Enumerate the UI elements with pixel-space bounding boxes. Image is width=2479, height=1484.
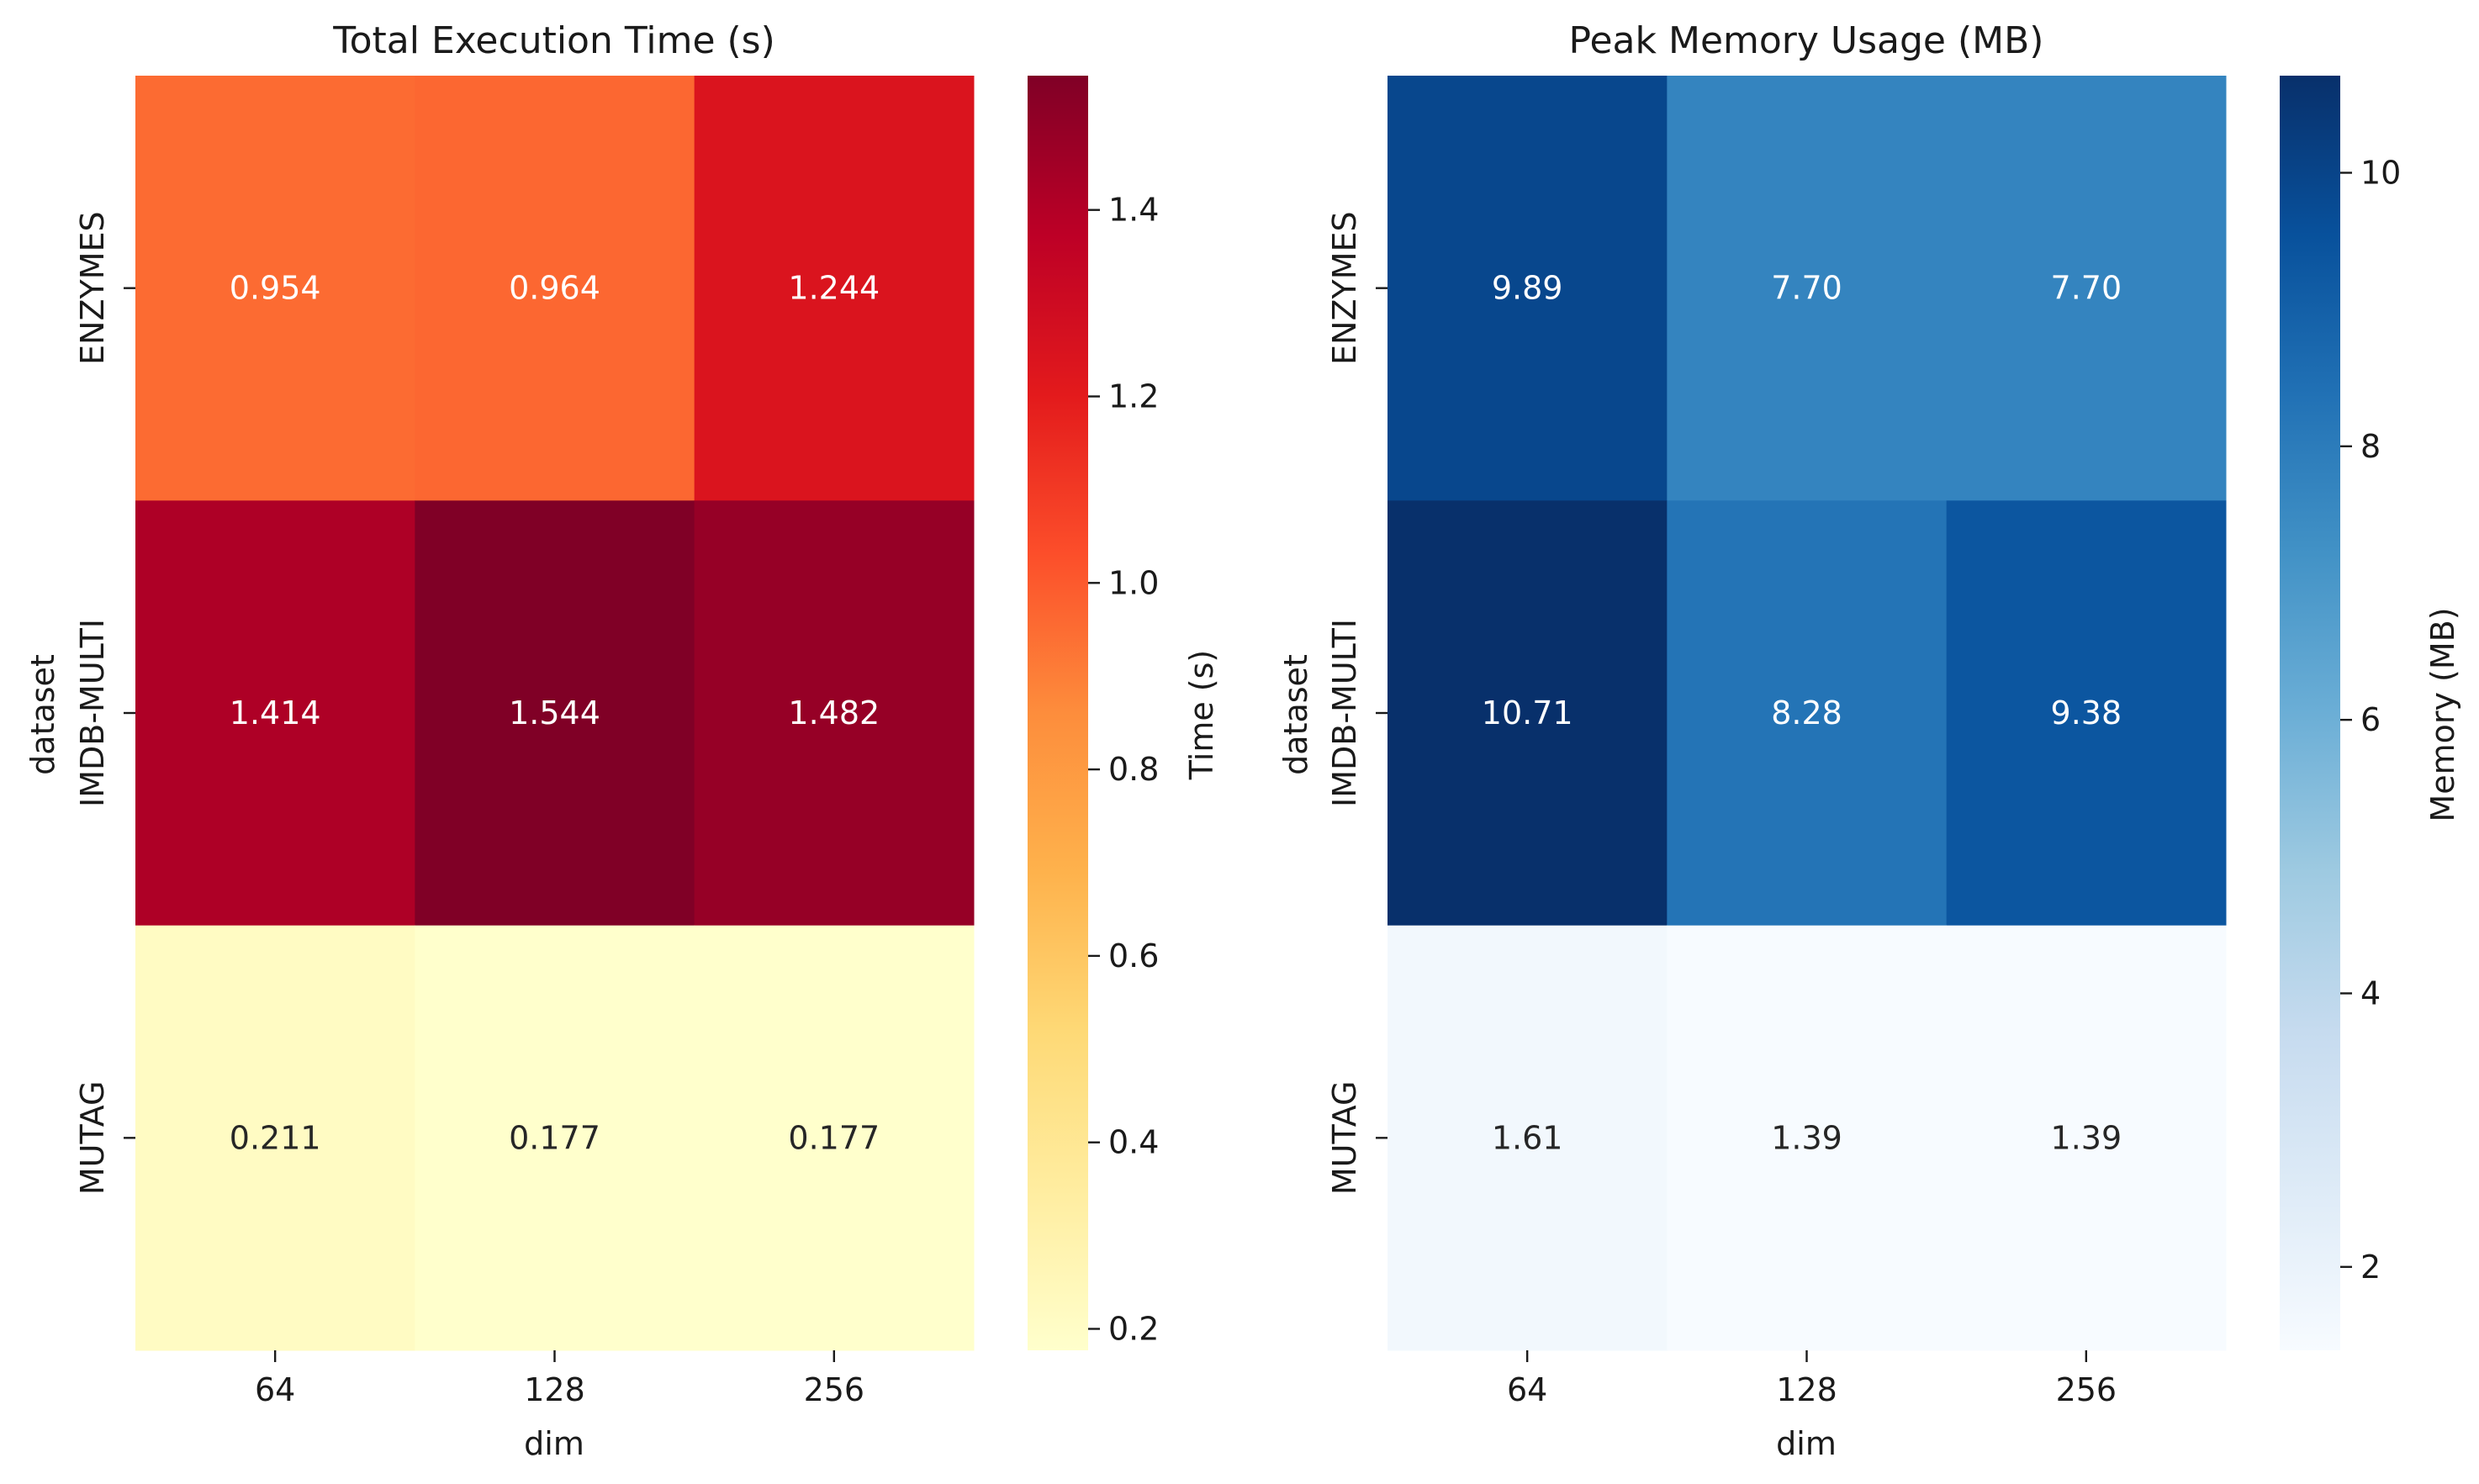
heatmap-cell — [135, 925, 415, 1351]
colorbar-tick-label: 4 — [2360, 974, 2381, 1011]
y-tick-label: IMDB-MULTI — [74, 619, 111, 807]
cell-value-label: 1.414 — [230, 694, 321, 731]
heatmap-cell — [1946, 500, 2227, 927]
cell-value-label: 7.70 — [2051, 270, 2122, 307]
colorbar-tick-label: 0.4 — [1108, 1124, 1159, 1161]
cell-value-label: 0.177 — [509, 1119, 600, 1156]
heatmap-cell — [135, 76, 415, 501]
colorbar-ticks: 0.2 0.4 0.6 0.8 1.0 1.2 1.4 — [1088, 192, 1159, 1347]
y-tick-label: ENZYMES — [1326, 211, 1363, 365]
colorbar-tick-label: 1.0 — [1108, 564, 1159, 601]
cell-value-label: 7.70 — [1771, 270, 1842, 307]
peak-memory-heatmap: Peak Memory Usage (MB) 9.89 7.70 7.70 10.71… — [1277, 19, 2461, 1462]
cell-value-label: 1.482 — [788, 694, 880, 731]
colorbar-tick-label: 1.4 — [1108, 192, 1159, 229]
x-tick-label: 128 — [1776, 1371, 1837, 1408]
colorbar-tick-label: 2 — [2360, 1249, 2381, 1286]
cell-value-label: 0.964 — [509, 270, 600, 307]
x-tick-label: 256 — [804, 1371, 865, 1408]
y-tick-label: ENZYMES — [74, 211, 111, 365]
x-tick-label: 256 — [2056, 1371, 2117, 1408]
chart-title: Peak Memory Usage (MB) — [1569, 19, 2044, 62]
x-axis-label: dim — [1776, 1425, 1837, 1462]
cell-value-label: 0.211 — [230, 1119, 321, 1156]
y-tick-label: MUTAG — [1326, 1081, 1363, 1196]
heatmap-cell — [415, 925, 695, 1351]
colorbar-gradient — [1028, 76, 1088, 1350]
cell-value-label: 0.954 — [230, 270, 321, 307]
cell-value-label: 1.544 — [509, 694, 600, 731]
heatmap-cells — [135, 76, 975, 1351]
colorbar-label: Memory (MB) — [2424, 607, 2461, 821]
heatmap-cell — [1946, 76, 2227, 501]
heatmap-cell — [1667, 76, 1948, 501]
heatmap-cell — [1388, 925, 1668, 1351]
cell-value-label: 1.61 — [1492, 1119, 1563, 1156]
chart-title: Total Execution Time (s) — [332, 19, 775, 62]
heatmap-cell — [694, 500, 975, 927]
heatmap-cell — [1667, 500, 1948, 927]
x-tick-label: 64 — [255, 1371, 295, 1408]
cell-value-label: 0.177 — [788, 1119, 880, 1156]
x-axis-ticks: 64 128 256 — [1507, 1350, 2117, 1408]
heatmap-cell — [1667, 925, 1948, 1351]
colorbar-tick-label: 1.2 — [1108, 378, 1159, 415]
y-axis-ticks: ENZYMES IMDB-MULTI MUTAG — [74, 211, 135, 1195]
heatmap-cells — [1388, 76, 2227, 1351]
heatmap-cell-labels: 9.89 7.70 7.70 10.71 8.28 9.38 1.61 1.39 1.39 — [1482, 270, 2122, 1157]
y-axis-ticks: ENZYMES IMDB-MULTI MUTAG — [1326, 211, 1388, 1195]
y-tick-label: MUTAG — [74, 1081, 111, 1196]
colorbar-tick-label: 6 — [2360, 701, 2381, 738]
heatmap-cell — [415, 500, 695, 927]
heatmap-cell-labels: 0.954 0.964 1.244 1.414 1.544 1.482 0.211 0.177… — [230, 270, 880, 1157]
colorbar: 2 4 6 8 10 Memory (MB) — [2280, 76, 2461, 1350]
heatmap-cell — [1946, 925, 2227, 1351]
heatmap-cell — [1388, 500, 1668, 927]
x-axis-ticks: 64 128 256 — [255, 1350, 864, 1408]
x-tick-label: 128 — [524, 1371, 585, 1408]
colorbar-tick-label: 0.6 — [1108, 937, 1159, 974]
colorbar-gradient — [2280, 76, 2340, 1350]
colorbar-tick-label: 0.2 — [1108, 1310, 1159, 1347]
cell-value-label: 1.244 — [788, 270, 880, 307]
y-axis-label: dataset — [1277, 654, 1314, 775]
colorbar-tick-label: 0.8 — [1108, 751, 1159, 788]
cell-value-label: 1.39 — [2051, 1119, 2122, 1156]
cell-value-label: 8.28 — [1771, 694, 1842, 731]
heatmap-cell — [415, 76, 695, 501]
cell-value-label: 1.39 — [1771, 1119, 1842, 1156]
colorbar-tick-label: 10 — [2360, 154, 2401, 191]
heatmap-cell — [694, 925, 975, 1351]
cell-value-label: 9.38 — [2051, 694, 2122, 731]
heatmap-cell — [135, 500, 415, 927]
cell-value-label: 9.89 — [1492, 270, 1563, 307]
y-tick-label: IMDB-MULTI — [1326, 619, 1363, 807]
colorbar-ticks: 2 4 6 8 10 — [2340, 154, 2401, 1286]
colorbar: 0.2 0.4 0.6 0.8 1.0 1.2 1.4 Time (s) — [1028, 76, 1220, 1350]
cell-value-label: 10.71 — [1482, 694, 1573, 731]
colorbar-tick-label: 8 — [2360, 428, 2381, 465]
heatmap-cell — [1388, 76, 1668, 501]
execution-time-heatmap: Total Execution Time (s) 0.954 0.964 1.244… — [24, 19, 1220, 1462]
colorbar-label: Time (s) — [1183, 650, 1220, 781]
y-axis-label: dataset — [24, 654, 61, 775]
x-tick-label: 64 — [1507, 1371, 1547, 1408]
heatmap-cell — [694, 76, 975, 501]
x-axis-label: dim — [524, 1425, 584, 1462]
